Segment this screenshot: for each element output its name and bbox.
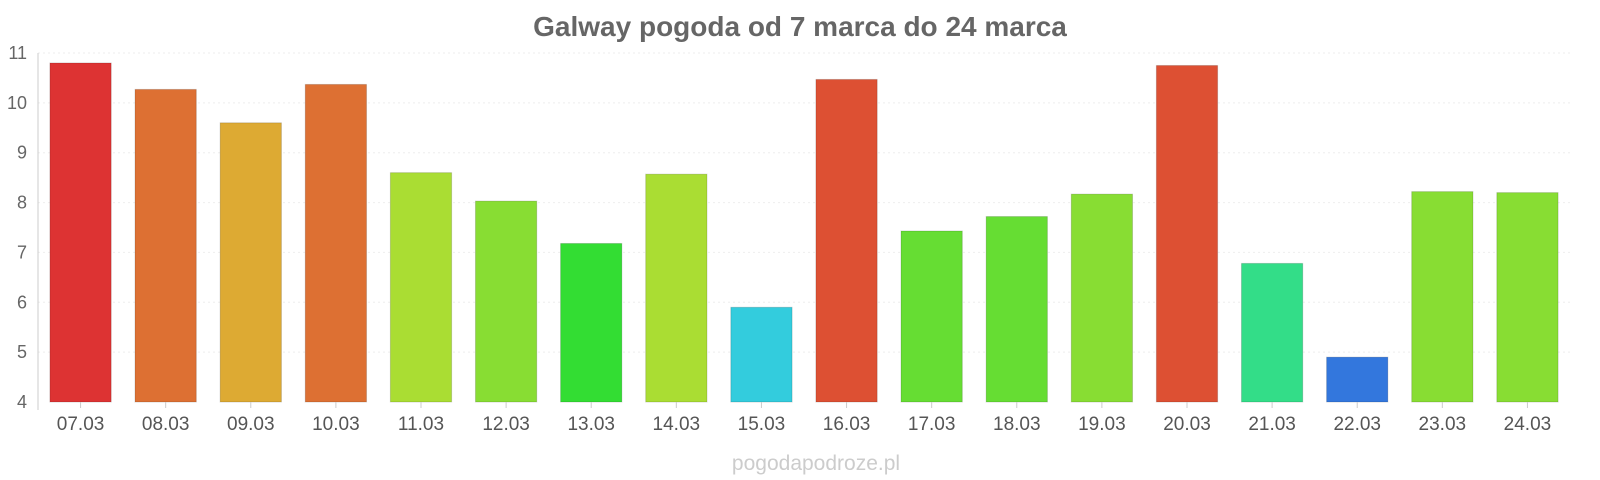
x-tick-label: 19.03 — [1078, 414, 1126, 435]
x-tick-label: 14.03 — [653, 414, 701, 435]
x-tick-label: 22.03 — [1333, 414, 1381, 435]
bar-18.03 — [985, 216, 1048, 403]
y-tick-label: 5 — [17, 342, 27, 362]
bar-21.03 — [1240, 262, 1304, 403]
y-tick-label: 8 — [17, 193, 27, 213]
bars — [49, 62, 1559, 403]
x-tick-label: 13.03 — [567, 414, 615, 435]
x-tick-label: 11.03 — [398, 414, 444, 435]
x-tick-label: 20.03 — [1163, 414, 1211, 435]
y-tick-label: 6 — [17, 292, 27, 312]
y-tick-label: 4 — [17, 392, 27, 412]
bar-16.03 — [815, 78, 878, 403]
x-tick-label: 09.03 — [227, 414, 275, 435]
gridlines — [38, 52, 1570, 353]
bar-15.03 — [730, 306, 793, 403]
x-tick-label: 10.03 — [312, 414, 360, 435]
bar-10.03 — [304, 83, 368, 403]
y-axis: 4 5 6 7 8 9 10 11 — [7, 43, 39, 412]
bar-07.03 — [49, 62, 112, 403]
bar-08.03 — [134, 88, 197, 403]
site-credit: pogodapodroze.pl — [732, 452, 900, 475]
bar-12.03 — [474, 200, 538, 403]
x-tick-label: 23.03 — [1419, 414, 1467, 435]
bar-17.03 — [900, 230, 963, 403]
y-tick-label: 7 — [17, 242, 27, 262]
x-tick-label: 15.03 — [738, 414, 786, 435]
bar-20.03 — [1155, 64, 1219, 403]
x-tick-label: 08.03 — [142, 414, 190, 435]
bar-19.03 — [1070, 193, 1134, 403]
bar-14.03 — [645, 173, 708, 403]
x-tick-label: 16.03 — [823, 414, 871, 435]
y-tick-label: 11 — [8, 43, 27, 63]
bar-22.03 — [1326, 356, 1389, 403]
x-tick-label: 07.03 — [57, 414, 105, 435]
x-tick-label: 18.03 — [993, 414, 1041, 435]
bar-13.03 — [560, 242, 623, 403]
x-tick-label: 24.03 — [1504, 414, 1552, 435]
bar-09.03 — [219, 122, 282, 403]
x-axis: 07.03 08.03 09.03 10.03 11.03 12.03 13.03 14.03… — [57, 402, 1551, 435]
bar-11.03 — [389, 172, 453, 403]
bar-23.03 — [1411, 191, 1474, 403]
y-tick-label: 10 — [7, 93, 27, 113]
chart-title: Galway pogoda od 7 marca do 24 marca — [533, 11, 1067, 42]
x-tick-label: 12.03 — [482, 414, 530, 435]
y-tick-label: 9 — [17, 143, 27, 163]
x-tick-label: 21.03 — [1248, 414, 1296, 435]
bar-24.03 — [1496, 192, 1559, 403]
x-tick-label: 17.03 — [908, 414, 956, 435]
